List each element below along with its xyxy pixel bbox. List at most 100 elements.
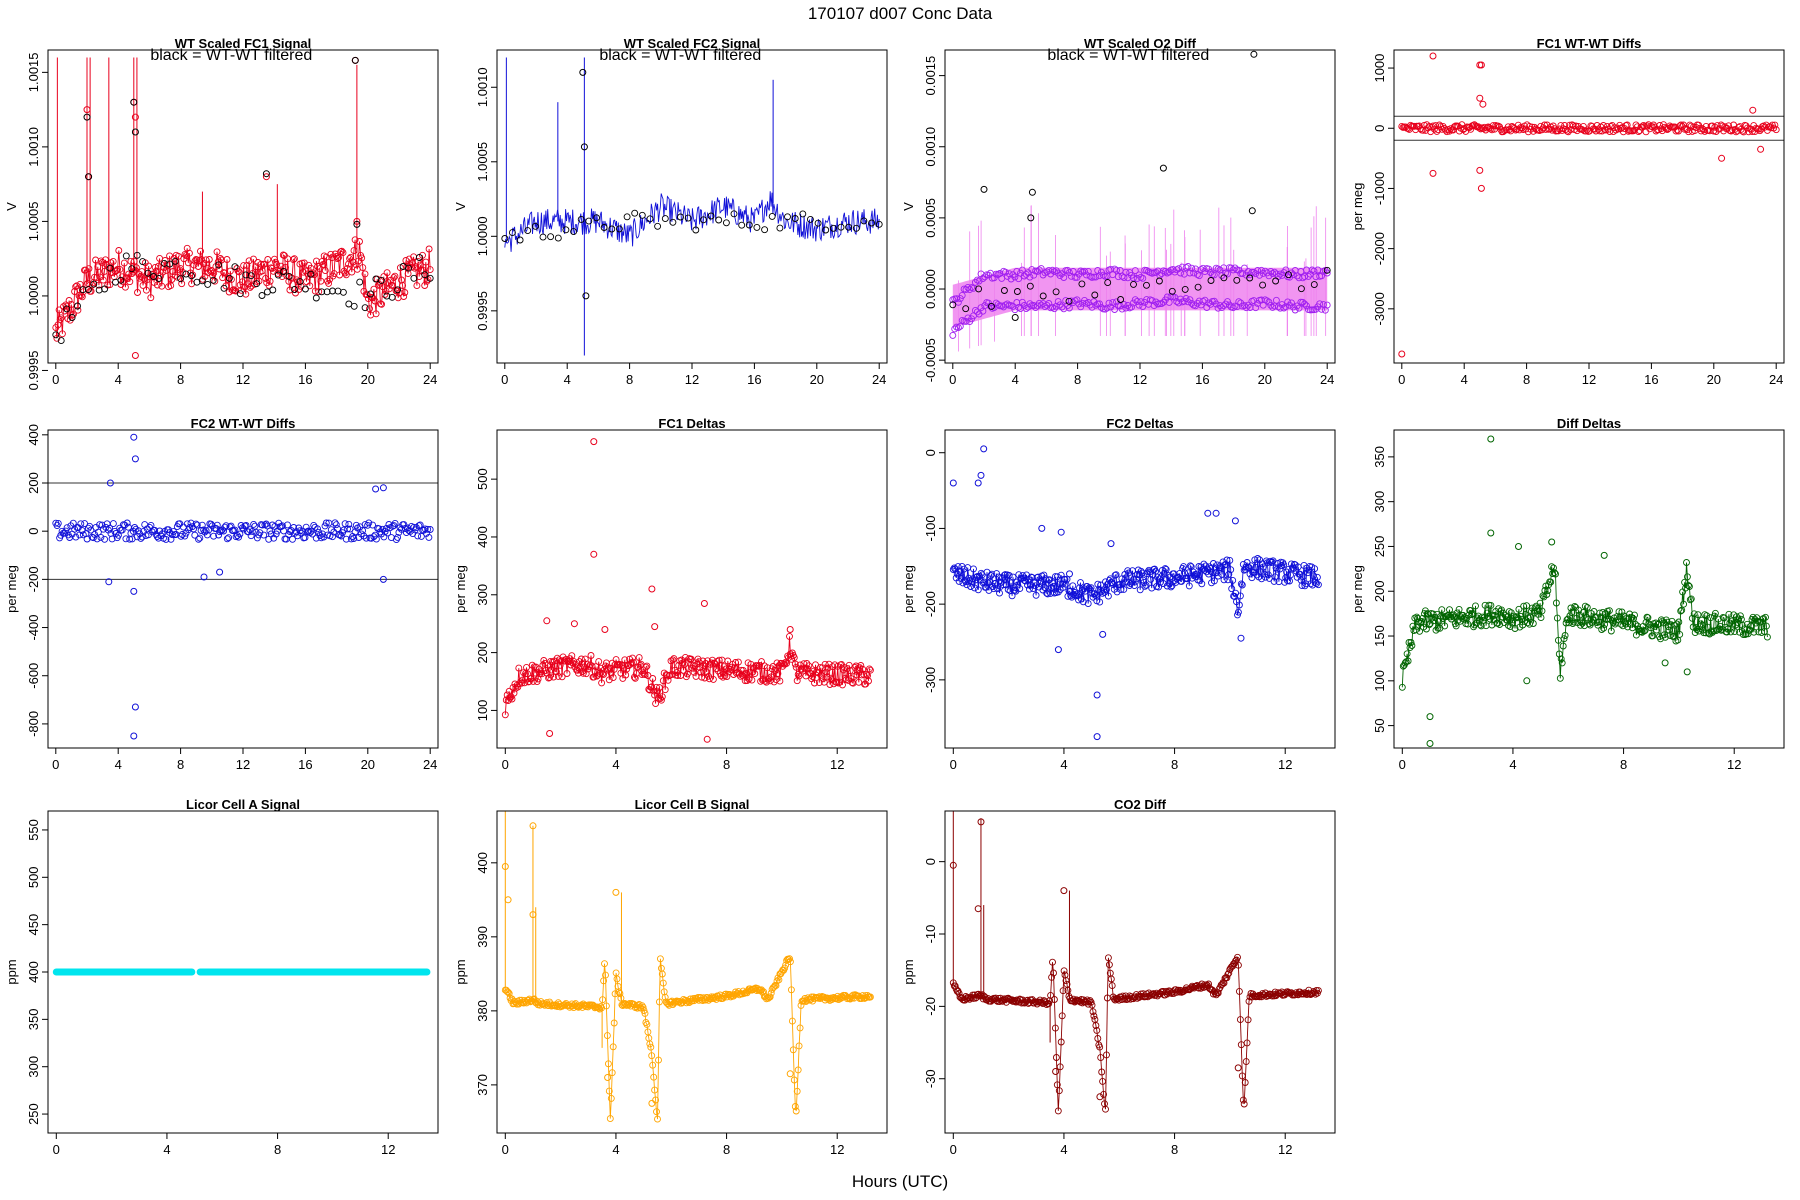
outlier-point <box>1398 350 1406 358</box>
data-point <box>99 276 107 284</box>
y-tick-label: -600 <box>26 663 41 689</box>
data-point <box>715 656 723 664</box>
data-point <box>130 257 138 265</box>
data-point <box>333 255 341 262</box>
data-point <box>1224 298 1231 306</box>
data-point <box>1241 1079 1249 1086</box>
data-point <box>764 994 772 1002</box>
data-point <box>1069 582 1077 590</box>
data-point <box>1245 564 1253 571</box>
y-tick-label: 1000 <box>1372 54 1387 83</box>
x-tick-label: 8 <box>177 757 184 772</box>
data-point <box>1558 659 1566 667</box>
data-point <box>1529 620 1537 627</box>
data-point <box>776 677 784 685</box>
data-point <box>1464 620 1472 628</box>
data-point <box>342 271 350 279</box>
data-point <box>528 997 536 1005</box>
data-point <box>1087 998 1095 1006</box>
data-point <box>1092 301 1100 309</box>
data-point <box>552 668 560 676</box>
outlier-point <box>1060 887 1068 895</box>
data-point <box>310 271 318 279</box>
outlier-point <box>130 433 138 441</box>
data-point <box>361 270 369 278</box>
data-point <box>176 520 184 528</box>
data-point <box>639 1003 647 1011</box>
data-point <box>1569 620 1577 627</box>
data-point <box>653 1108 660 1116</box>
data-point <box>1035 266 1043 274</box>
data-point <box>171 257 179 265</box>
data-point <box>712 665 720 673</box>
data-point <box>595 658 603 666</box>
data-point <box>173 273 181 281</box>
data-point <box>1155 277 1163 285</box>
data-point <box>822 668 830 676</box>
data-point <box>200 260 208 268</box>
data-point <box>1165 298 1173 306</box>
outlier-point <box>1027 214 1035 222</box>
data-point <box>674 672 682 679</box>
data-point <box>1226 556 1234 564</box>
outlier-point <box>648 1099 656 1107</box>
data-point <box>420 267 428 275</box>
data-point <box>158 530 166 538</box>
data-point <box>1707 614 1715 622</box>
data-point <box>1648 123 1656 131</box>
data-point <box>350 302 358 310</box>
data-point <box>76 280 84 288</box>
data-point <box>1207 269 1215 276</box>
x-tick-label: 20 <box>810 372 824 387</box>
outlier-point <box>1523 677 1531 685</box>
data-point <box>658 693 666 701</box>
data-point <box>1323 266 1331 274</box>
outlier-point <box>131 703 139 711</box>
data-point <box>52 331 60 339</box>
data-point <box>1222 561 1230 568</box>
data-point <box>265 281 273 289</box>
panel-1: 0 4 8 12 16 20 24 0.9995 1.0000 1.0005 1.0010 1.001… <box>4 36 439 390</box>
data-point <box>545 674 553 682</box>
outlier-point <box>262 173 270 181</box>
outlier-point <box>1515 543 1522 550</box>
data-point <box>748 676 756 684</box>
y-tick-label: 150 <box>1372 625 1387 647</box>
panel-title: FC2 WT-WT Diffs <box>191 416 296 431</box>
data-point <box>1097 1054 1105 1062</box>
data-point <box>1676 122 1684 130</box>
data-point <box>106 264 114 272</box>
data-point <box>210 269 218 277</box>
data-point <box>1433 610 1441 618</box>
x-tick-label: 8 <box>177 372 184 387</box>
panel-title: WT Scaled O2 Diff <box>1084 36 1197 51</box>
data-point <box>696 664 704 672</box>
data-point <box>1284 298 1292 306</box>
data-point <box>1234 608 1242 616</box>
data-point <box>166 260 174 268</box>
data-point <box>82 530 90 538</box>
data-point <box>957 574 965 582</box>
data-point <box>202 527 210 535</box>
data-point <box>968 578 976 586</box>
data-point <box>1623 121 1631 129</box>
data-point <box>1762 622 1770 630</box>
data-point <box>1681 125 1689 133</box>
data-point <box>1311 565 1319 573</box>
data-point <box>421 525 429 533</box>
data-point <box>701 674 709 682</box>
data-point <box>1193 271 1201 279</box>
data-point <box>646 1040 654 1048</box>
data-point <box>205 526 213 534</box>
data-point <box>1037 265 1045 273</box>
data-point <box>355 534 363 541</box>
data-point <box>962 317 970 325</box>
outlier-point <box>131 128 139 136</box>
outlier-point <box>379 484 387 492</box>
data-point <box>1207 277 1215 284</box>
data-point <box>1510 612 1518 620</box>
data-point <box>268 264 276 272</box>
data-point <box>136 274 144 282</box>
data-point <box>1690 610 1698 618</box>
data-point <box>1728 126 1736 134</box>
